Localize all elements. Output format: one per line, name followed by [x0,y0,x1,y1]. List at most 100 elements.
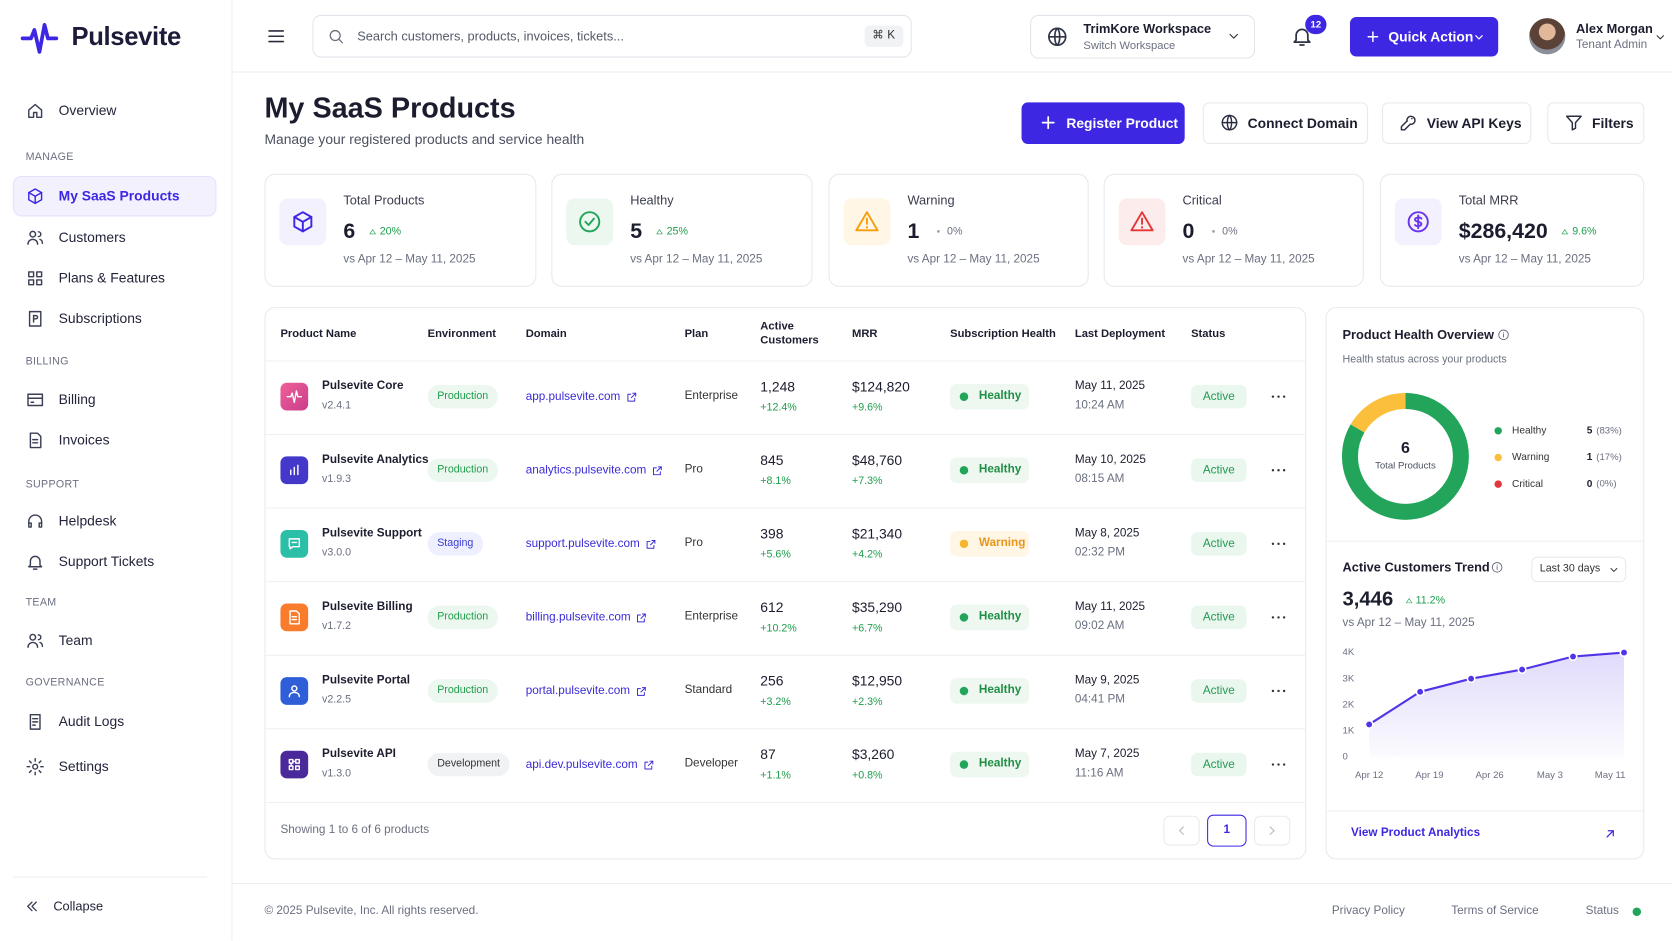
icon-stroke [646,540,655,549]
stat-change-wrap: 9.6% [1560,225,1597,238]
domain-link[interactable]: billing.pulsevite.com [525,611,631,624]
nav-item[interactable]: Plans & Features [58,269,165,286]
action-button[interactable] [1202,102,1369,144]
stat-value: 0 [1182,219,1195,243]
active-customers: 398 [760,525,784,542]
icon-stroke [28,514,43,525]
stat-change: 9.6% [1572,225,1597,238]
prev-page[interactable] [1163,815,1200,846]
nav-item[interactable]: Billing [58,391,96,408]
range-select[interactable] [1531,556,1627,583]
table-footer: Showing 1 to 6 of 6 products [280,823,430,837]
icon-stroke [1400,120,1411,131]
icon-stroke [630,392,636,398]
nav-item[interactable]: Team [58,632,93,649]
health-label: Healthy [978,463,1022,476]
health-dot [959,539,969,549]
icon-stroke [31,901,37,912]
stat-period: vs Apr 12 – May 11, 2025 [907,253,1040,266]
footer-link[interactable]: Terms of Service [1451,904,1539,918]
domain-link[interactable]: support.pulsevite.com [525,537,640,551]
domain-link-wrap: analytics.pulsevite.com [526,462,686,479]
domain-link[interactable]: api.dev.pulsevite.com [525,758,638,771]
nav-item[interactable]: Customers [58,229,126,246]
quick-action-label: Quick Action [1388,28,1474,45]
column-header: Plan [684,326,709,340]
icon-stroke [29,633,37,641]
status-pill: Active [1191,532,1247,556]
panel-title: Product Health Overview [1342,326,1494,342]
icon-stroke [1293,28,1311,43]
domain-link-wrap: support.pulsevite.com [526,535,686,552]
current-page[interactable]: 1 [1207,814,1247,847]
stat-label: Warning [907,192,955,208]
mrr: $48,760 [851,452,903,469]
icon-stroke [28,271,35,278]
icon-stroke [36,279,43,286]
domain-link[interactable]: app.pulsevite.com [525,390,621,404]
footer-link[interactable]: Status [1585,904,1619,918]
analytics-link[interactable]: View Product Analytics [1351,826,1481,840]
plan: Standard [684,683,733,697]
footer-link[interactable]: Privacy Policy [1331,904,1405,918]
column-header: Product Name [280,326,357,340]
icon [28,555,43,570]
health-dot [959,392,969,401]
brand-name: Pulsevite [71,22,181,52]
nav-item[interactable]: Audit Logs [58,713,125,730]
stat-value-row: 0 0% [1183,216,1364,246]
icon [288,758,300,771]
product-version: v1.9.3 [322,473,352,486]
nav-item[interactable]: Subscriptions [58,310,142,327]
icon-stroke [647,760,654,766]
icon [1293,28,1311,46]
nav-active[interactable] [12,175,217,217]
action-button[interactable] [1381,102,1532,144]
icon-stroke [1406,115,1416,125]
domain-link[interactable]: analytics.pulsevite.com [525,463,647,477]
icon-stroke [1656,35,1665,40]
stat-card [551,173,813,287]
trend-period: vs Apr 12 – May 11, 2025 [1342,616,1475,630]
active-customers: 1,248 [760,378,795,395]
icon [1221,114,1238,131]
icon [27,901,37,912]
nav-item[interactable]: Helpdesk [58,512,117,529]
icon-stroke [39,238,44,245]
collapse-button[interactable]: Collapse [53,898,104,914]
nav-item[interactable]: Invoices [58,431,110,448]
panel-divider [1326,810,1644,812]
deploy-date: May 7, 2025 [1074,747,1140,761]
icon [28,103,43,119]
deploy-time: 11:16 AM [1074,767,1124,780]
icon [656,228,663,234]
active-customers: 612 [760,599,784,616]
stat-change-wrap: 20% [368,225,402,238]
icon-stroke [295,765,300,771]
nav-group-label: SUPPORT [25,478,80,491]
page-subtitle: Manage your registered products and serv… [264,131,585,148]
copyright: © 2025 Pulsevite, Inc. All rights reserv… [264,904,479,918]
stat-change: 20% [379,225,402,238]
icon [627,392,636,402]
stat-change: 0% [947,225,963,238]
health-dot [959,686,969,696]
search-box[interactable] [312,14,912,58]
nav-item[interactable]: Support Tickets [58,553,155,570]
trend-headline: 3,446 [1342,588,1394,612]
nav-item[interactable]: My SaaS Products [58,187,180,204]
stat-change-wrap: 0% [932,225,962,238]
status-pill: Active [1191,458,1247,482]
trend-change-wrap: 11.2% [1404,594,1445,606]
nav-item[interactable]: Settings [58,758,109,775]
topbar [232,0,1672,73]
nav-item[interactable]: Overview [58,102,117,119]
workspace-switcher[interactable] [1030,14,1256,59]
domain-link[interactable]: portal.pulsevite.com [525,684,631,698]
icon [1229,33,1239,39]
icon [29,432,42,449]
icon-stroke [27,901,33,912]
action-button[interactable] [1547,102,1645,144]
icon-stroke [1130,211,1154,232]
next-page[interactable] [1254,815,1291,846]
